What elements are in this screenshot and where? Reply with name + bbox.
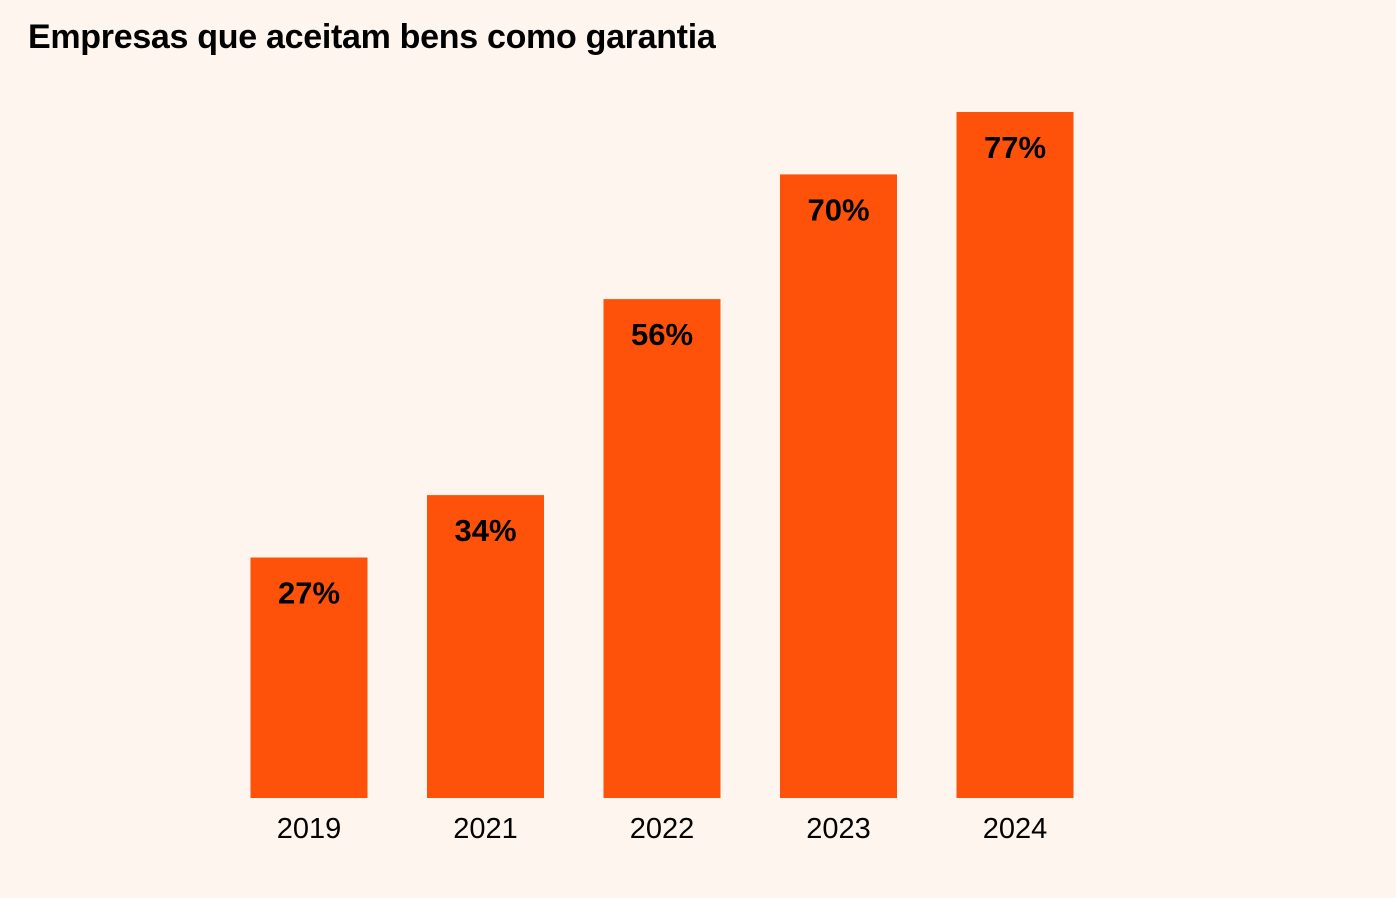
bar-2019 — [250, 557, 368, 798]
bar-2024 — [956, 112, 1074, 798]
x-axis-label-2022: 2022 — [630, 813, 695, 845]
value-label-2022: 56% — [631, 317, 693, 352]
bar-2023 — [780, 174, 897, 798]
value-label-2021: 34% — [454, 513, 516, 548]
x-axis-label-2021: 2021 — [453, 813, 518, 845]
bar-2021 — [427, 495, 544, 798]
chart-title: Empresas que aceitam bens como garantia — [28, 18, 716, 56]
value-label-2023: 70% — [807, 192, 869, 227]
x-axis-label-2024: 2024 — [983, 813, 1048, 845]
x-axis-label-2019: 2019 — [277, 813, 342, 845]
value-label-2024: 77% — [984, 130, 1046, 165]
value-labels-group: 27% 34% 56% 70% 77% — [278, 130, 1046, 611]
value-label-2019: 27% — [278, 576, 340, 611]
x-axis-labels: 2019 2021 2022 2023 2024 — [277, 813, 1048, 845]
bar-2022 — [603, 299, 721, 798]
x-axis-label-2023: 2023 — [806, 813, 871, 845]
bars-group — [250, 112, 1074, 798]
